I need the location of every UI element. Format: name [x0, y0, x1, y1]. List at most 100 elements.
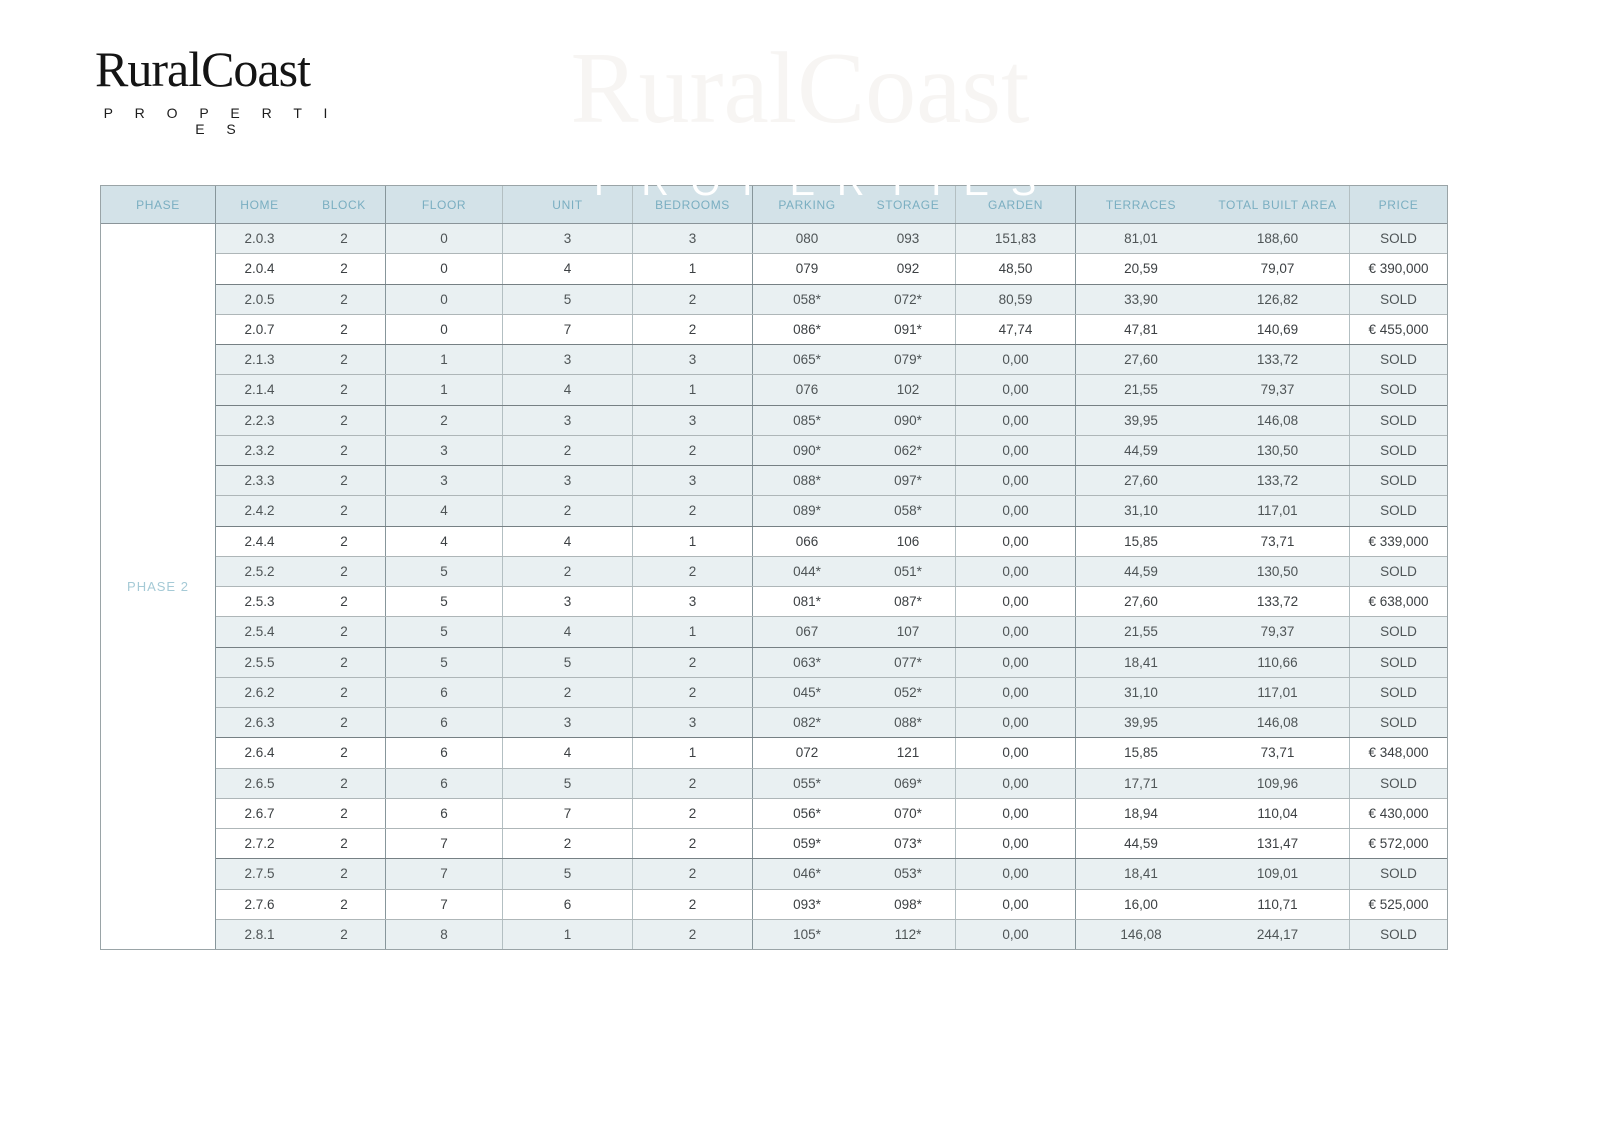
cell-garden: 0,00 — [956, 859, 1076, 889]
cell-garden: 0,00 — [956, 375, 1076, 405]
cell-home: 2.5.2 — [244, 563, 275, 579]
header-storage: STORAGE — [861, 186, 956, 223]
cell-unit: 5 — [503, 768, 633, 798]
cell-total-built-area: 110,04 — [1206, 798, 1350, 828]
cell-home: 2.5.5 — [244, 654, 275, 670]
cell-terraces: 44,59 — [1124, 442, 1158, 458]
cell-bedrooms: 1 — [633, 254, 753, 284]
cell-parking: 063* — [793, 654, 821, 670]
cell-home: 2.6.5 — [244, 775, 275, 791]
cell-home: 2.6.4 — [244, 745, 275, 761]
cell-total-built-area: 133,72 — [1206, 587, 1350, 617]
cell-home: 2.5.3 — [244, 594, 275, 610]
header-price: PRICE — [1378, 197, 1419, 212]
cell-parking: 076 — [795, 382, 819, 398]
brand-logo: RuralCoast P R O P E R T I E S — [95, 42, 345, 138]
cell-bedrooms: 1 — [633, 738, 753, 768]
cell-terraces: 21,55 — [1124, 624, 1158, 640]
cell-total-built-area: 79,07 — [1206, 254, 1350, 284]
cell-unit: 2 — [503, 435, 633, 465]
cell-terraces: 15,85 — [1124, 745, 1158, 761]
cell-block: 2 — [303, 496, 386, 526]
cell-terraces: 16,00 — [1124, 896, 1158, 912]
cell-total-built-area: 146,08 — [1206, 405, 1350, 435]
cell-total-built-area: 188,60 — [1206, 224, 1350, 254]
cell-bedrooms: 2 — [633, 798, 753, 828]
cell-bedrooms: 1 — [633, 375, 753, 405]
table-body-rows: 2.0.3 2 0 3 3 080 093 151,83 81,01 188,6… — [216, 224, 1447, 949]
price-list-table: PHASE HOME BLOCK FLOOR UNIT BEDROOMS PAR… — [100, 185, 1448, 950]
table-row: 2.1.3 2 1 3 3 065* 079* 0,00 27,60 133,7… — [216, 344, 1447, 375]
cell-parking: 088* — [793, 473, 821, 489]
cell-home: 2.7.6 — [244, 896, 275, 912]
cell-total-built-area: 117,01 — [1206, 496, 1350, 526]
cell-total-built-area: 109,96 — [1206, 768, 1350, 798]
cell-price: SOLD — [1380, 624, 1417, 640]
cell-unit: 7 — [503, 314, 633, 344]
cell-price: € 339,000 — [1368, 533, 1429, 549]
cell-home: 2.4.2 — [244, 503, 275, 519]
cell-home: 2.8.1 — [244, 926, 275, 942]
cell-bedrooms: 2 — [633, 889, 753, 919]
cell-garden: 0,00 — [956, 647, 1076, 677]
cell-unit: 2 — [503, 677, 633, 707]
cell-total-built-area: 79,37 — [1206, 617, 1350, 647]
cell-price: SOLD — [1380, 866, 1417, 882]
table-row: 2.3.3 2 3 3 3 088* 097* 0,00 27,60 133,7… — [216, 465, 1447, 496]
cell-unit: 3 — [503, 345, 633, 375]
cell-terraces: 33,90 — [1124, 291, 1158, 307]
header-floor: FLOOR — [386, 186, 503, 223]
cell-terraces: 27,60 — [1124, 473, 1158, 489]
cell-price: SOLD — [1380, 382, 1417, 398]
cell-parking: 072 — [795, 745, 819, 761]
cell-terraces: 18,41 — [1124, 866, 1158, 882]
table-row: 2.0.4 2 0 4 1 079 092 48,50 20,59 79,07 … — [216, 253, 1447, 284]
cell-terraces: 39,95 — [1124, 412, 1158, 428]
cell-home: 2.3.2 — [244, 442, 275, 458]
cell-storage: 077* — [861, 647, 956, 677]
cell-block: 2 — [303, 435, 386, 465]
cell-price: SOLD — [1380, 503, 1417, 519]
cell-home: 2.1.4 — [244, 382, 275, 398]
cell-storage: 072* — [861, 284, 956, 314]
table-row: 2.6.3 2 6 3 3 082* 088* 0,00 39,95 146,0… — [216, 707, 1447, 738]
cell-terraces: 39,95 — [1124, 715, 1158, 731]
cell-storage: 058* — [861, 496, 956, 526]
cell-block: 2 — [303, 798, 386, 828]
cell-floor: 5 — [386, 587, 503, 617]
cell-bedrooms: 2 — [633, 859, 753, 889]
cell-storage: 091* — [861, 314, 956, 344]
cell-block: 2 — [303, 284, 386, 314]
cell-bedrooms: 2 — [633, 647, 753, 677]
table-row: 2.5.5 2 5 5 2 063* 077* 0,00 18,41 110,6… — [216, 646, 1447, 677]
cell-bedrooms: 2 — [633, 677, 753, 707]
cell-floor: 3 — [386, 435, 503, 465]
table-row: 2.7.5 2 7 5 2 046* 053* 0,00 18,41 109,0… — [216, 858, 1447, 889]
table-row: 2.0.3 2 0 3 3 080 093 151,83 81,01 188,6… — [216, 224, 1447, 254]
cell-parking: 055* — [793, 775, 821, 791]
cell-unit: 2 — [503, 829, 633, 859]
cell-floor: 1 — [386, 375, 503, 405]
table-row: 2.6.5 2 6 5 2 055* 069* 0,00 17,71 109,9… — [216, 767, 1447, 798]
cell-parking: 081* — [793, 594, 821, 610]
header-parking: PARKING — [778, 197, 836, 212]
cell-unit: 7 — [503, 798, 633, 828]
cell-block: 2 — [303, 375, 386, 405]
table-row: 2.0.5 2 0 5 2 058* 072* 80,59 33,90 126,… — [216, 283, 1447, 314]
cell-home: 2.4.4 — [244, 533, 275, 549]
cell-price: SOLD — [1380, 563, 1417, 579]
cell-storage: 053* — [861, 859, 956, 889]
cell-block: 2 — [303, 768, 386, 798]
cell-terraces: 47,81 — [1124, 321, 1158, 337]
cell-block: 2 — [303, 556, 386, 586]
cell-total-built-area: 130,50 — [1206, 435, 1350, 465]
table-row: 2.6.7 2 6 7 2 056* 070* 0,00 18,94 110,0… — [216, 797, 1447, 828]
cell-garden: 0,00 — [956, 798, 1076, 828]
cell-home: 2.0.4 — [244, 261, 275, 277]
cell-parking: 056* — [793, 805, 821, 821]
cell-home: 2.0.5 — [244, 291, 275, 307]
cell-garden: 0,00 — [956, 587, 1076, 617]
cell-parking: 046* — [793, 866, 821, 882]
cell-total-built-area: 109,01 — [1206, 859, 1350, 889]
cell-unit: 4 — [503, 254, 633, 284]
